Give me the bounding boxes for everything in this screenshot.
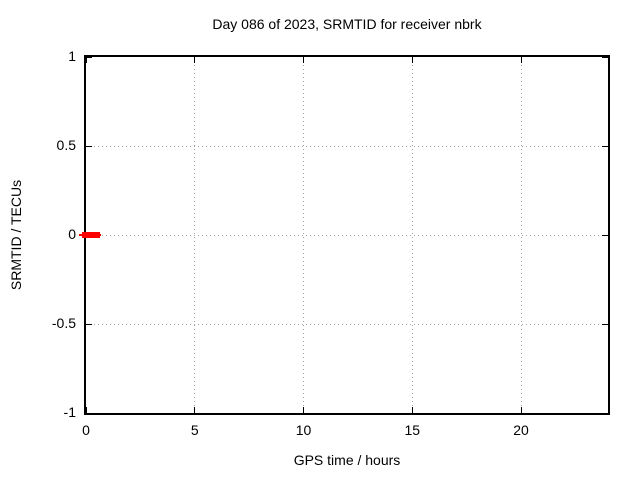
y-tick-label: 0 <box>68 226 76 242</box>
y-tick-mark <box>602 412 608 414</box>
x-tick-mark <box>520 407 522 413</box>
y-tick-mark <box>86 412 92 414</box>
y-tick-label: -0.5 <box>51 315 76 331</box>
x-tick-mark <box>194 57 196 63</box>
y-tick-mark <box>602 234 608 236</box>
x-tick-mark <box>303 407 304 413</box>
x-tick-mark <box>303 57 304 63</box>
plot-area <box>79 55 610 415</box>
x-tick-mark <box>411 57 413 63</box>
y-tick-label: 0.5 <box>56 137 76 153</box>
chart-title: Day 086 of 2023, SRMTID for receiver nbr… <box>212 16 482 32</box>
x-tick-label: 0 <box>82 422 90 438</box>
y-tick-mark <box>602 56 608 58</box>
gridline-y <box>86 145 608 147</box>
x-tick-mark <box>520 57 522 63</box>
x-axis-label: GPS time / hours <box>293 452 401 468</box>
y-tick-label: -1 <box>63 404 76 420</box>
y-tick-mark <box>86 56 92 58</box>
x-tick-label: 15 <box>404 422 421 438</box>
y-tick-mark <box>602 145 608 147</box>
y-tick-label: 1 <box>68 48 76 64</box>
x-tick-mark <box>85 407 87 413</box>
gridline-y <box>86 234 608 236</box>
y-tick-mark <box>86 323 92 325</box>
y-tick-mark <box>86 145 92 147</box>
x-tick-label: 20 <box>513 422 529 438</box>
x-tick-label: 10 <box>295 422 312 438</box>
y-tick-mark <box>602 323 608 325</box>
x-tick-label: 5 <box>190 422 199 438</box>
x-tick-mark <box>411 407 413 413</box>
series-srmtid-line <box>82 232 100 238</box>
x-tick-mark <box>85 57 87 63</box>
gridline-y <box>86 323 608 325</box>
x-tick-mark <box>194 407 196 413</box>
